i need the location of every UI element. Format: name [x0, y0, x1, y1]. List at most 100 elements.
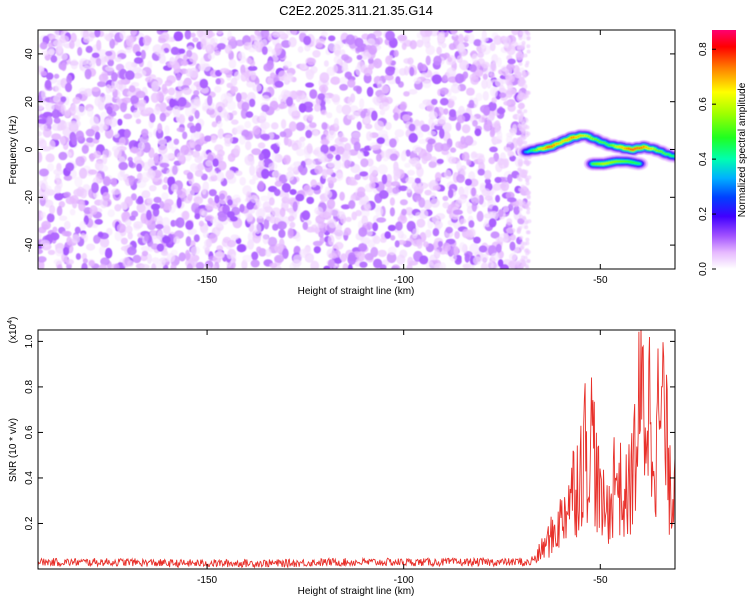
noise-cell — [320, 31, 328, 38]
noise-cell — [262, 233, 269, 245]
noise-cell — [118, 161, 128, 171]
noise-cell — [481, 61, 490, 69]
noise-cell — [375, 207, 384, 217]
noise-cell — [391, 265, 399, 269]
noise-cell — [88, 260, 95, 267]
noise-cell — [466, 87, 475, 96]
noise-cell — [329, 145, 336, 152]
noise-cell — [226, 211, 235, 219]
noise-cell — [247, 65, 258, 71]
noise-cell — [114, 56, 122, 63]
noise-cell — [505, 75, 512, 86]
noise-cell — [219, 193, 226, 200]
noise-cell — [230, 77, 238, 87]
noise-cell — [285, 96, 294, 107]
noise-cell — [357, 186, 366, 195]
noise-cell — [416, 39, 424, 48]
noise-cell — [170, 262, 177, 269]
noise-cell — [55, 248, 64, 257]
noise-cell — [427, 138, 436, 145]
noise-cell — [235, 170, 243, 176]
noise-cell — [212, 158, 219, 167]
noise-cell — [159, 162, 170, 168]
snr-series — [38, 330, 675, 569]
signal-trace-cell — [537, 148, 540, 150]
noise-cell — [503, 100, 512, 106]
noise-cell — [517, 167, 522, 172]
noise-cell — [162, 224, 171, 235]
y-tick-label: 0.8 — [24, 380, 35, 394]
noise-cell — [506, 63, 515, 71]
noise-cell — [63, 174, 73, 181]
noise-cell — [154, 215, 163, 224]
noise-cell — [399, 101, 407, 112]
noise-cell — [526, 190, 531, 195]
noise-cell — [356, 251, 366, 262]
noise-cell — [522, 95, 527, 100]
signal-trace-cell — [662, 152, 665, 154]
noise-cell — [291, 259, 302, 267]
noise-cell — [344, 227, 352, 236]
noise-cell — [135, 90, 146, 99]
noise-cell — [40, 211, 46, 218]
noise-cell — [297, 140, 305, 149]
noise-cell — [359, 261, 368, 268]
snr-xlabel: Height of straight line (km) — [298, 586, 415, 597]
noise-cell — [468, 220, 475, 228]
noise-cell — [235, 92, 242, 103]
noise-cell — [104, 118, 111, 125]
noise-cell — [492, 183, 502, 191]
noise-cell — [81, 144, 89, 154]
noise-cell — [522, 216, 527, 221]
noise-cell — [302, 221, 309, 231]
noise-cell — [522, 135, 527, 140]
noise-cell — [518, 177, 523, 182]
noise-cell — [525, 71, 530, 76]
noise-cell — [518, 187, 523, 192]
noise-cell — [373, 235, 381, 245]
noise-cell — [292, 144, 298, 151]
noise-cell — [373, 58, 383, 69]
noise-cell — [448, 156, 457, 164]
noise-cell — [416, 238, 423, 249]
noise-cell — [416, 218, 426, 228]
signal-trace-cell — [623, 147, 625, 149]
noise-cell — [130, 30, 138, 36]
noise-cell — [164, 198, 174, 207]
noise-cell — [79, 167, 88, 179]
noise-cell — [459, 59, 469, 71]
noise-cell — [251, 148, 262, 156]
signal-trace-cell — [577, 135, 579, 138]
noise-cell — [441, 149, 450, 156]
noise-cell — [81, 262, 88, 269]
noise-cell — [455, 121, 462, 131]
noise-cell — [193, 90, 200, 96]
noise-cell — [132, 67, 143, 73]
noise-cell — [422, 79, 432, 89]
noise-cell — [439, 97, 449, 106]
noise-cell — [517, 143, 522, 148]
noise-cell — [214, 251, 225, 259]
noise-cell — [41, 89, 47, 99]
noise-cell — [506, 135, 513, 145]
noise-cell — [38, 256, 47, 263]
noise-cell — [341, 104, 352, 116]
noise-cell — [64, 230, 72, 237]
noise-cell — [523, 117, 528, 122]
noise-cell — [245, 212, 254, 222]
noise-cell — [327, 130, 337, 138]
signal-trace-cell — [544, 147, 547, 149]
signal-trace-cell — [629, 148, 632, 150]
noise-cell — [54, 82, 62, 93]
noise-cell — [496, 57, 502, 68]
noise-cell — [45, 102, 55, 112]
noise-cell — [87, 169, 98, 175]
noise-cell — [411, 181, 421, 191]
noise-cell — [433, 262, 443, 269]
noise-cell — [261, 46, 268, 55]
noise-cell — [176, 152, 185, 162]
noise-cell — [337, 211, 346, 220]
noise-cell — [86, 137, 94, 143]
noise-cell — [518, 96, 523, 101]
noise-cell — [123, 113, 133, 120]
